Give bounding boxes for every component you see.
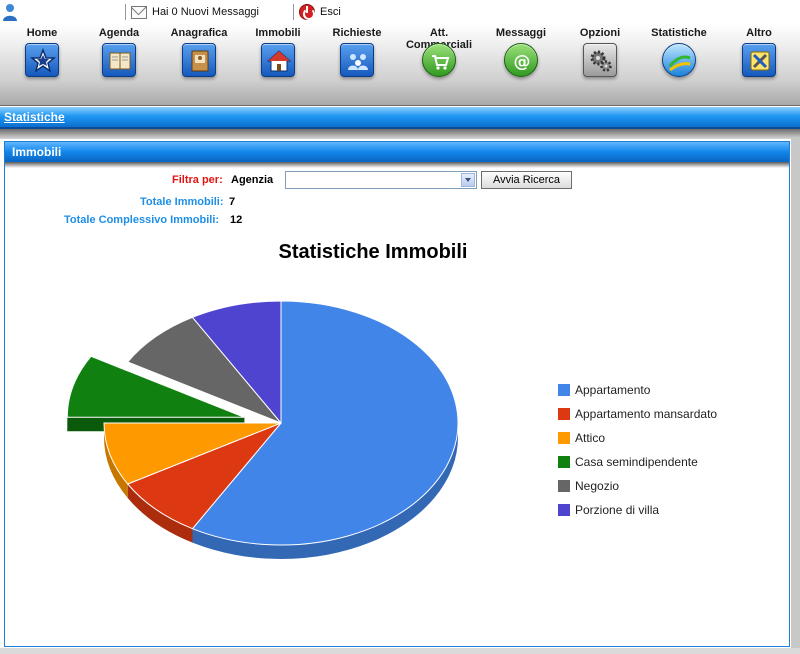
panel-header: Immobili <box>5 142 789 162</box>
user-icon <box>3 4 17 21</box>
nav-item-messaggi[interactable]: Messaggi @ <box>484 27 558 77</box>
chart-title: Statistiche Immobili <box>278 241 468 263</box>
nav-item-statistiche[interactable]: Statistiche <box>642 27 716 77</box>
logout-link[interactable]: Esci <box>299 4 341 20</box>
top-bar: Hai 0 Nuovi Messaggi Esci <box>0 0 800 24</box>
requests-people-icon <box>340 43 374 77</box>
legend-label: Appartamento mansardato <box>575 407 718 421</box>
cart-icon <box>422 43 456 77</box>
home-star-icon <box>25 43 59 77</box>
envelope-icon <box>131 5 147 19</box>
at-mail-icon: @ <box>504 43 538 77</box>
divider <box>0 129 800 139</box>
legend-item: Porzione di villa <box>558 498 717 522</box>
main-nav: Home Agenda Anagrafica Immobili Richiest… <box>0 24 800 106</box>
legend-swatch <box>558 432 570 444</box>
legend-label: Casa semindipendente <box>575 455 698 469</box>
logout-text: Esci <box>320 6 341 18</box>
stats-icon <box>662 43 696 77</box>
section-header: Statistiche <box>0 107 800 129</box>
tools-icon <box>742 43 776 77</box>
nav-label: Statistiche <box>651 27 707 39</box>
nav-item-anagrafica[interactable]: Anagrafica <box>162 27 236 77</box>
legend-swatch <box>558 408 570 420</box>
legend-item: Appartamento mansardato <box>558 402 717 426</box>
nav-label: Opzioni <box>579 27 621 39</box>
nav-label: Messaggi <box>495 27 547 39</box>
house-icon <box>261 43 295 77</box>
nav-label: Immobili <box>255 27 301 39</box>
legend-item: Appartamento <box>558 378 717 402</box>
messages-text: Hai 0 Nuovi Messaggi <box>152 6 259 18</box>
legend-label: Porzione di villa <box>575 503 660 517</box>
pie-slice[interactable] <box>191 300 459 546</box>
page-edge <box>791 137 800 654</box>
section-title-link[interactable]: Statistiche <box>4 110 65 124</box>
nav-item-home[interactable]: Home <box>5 27 79 77</box>
pie-chart <box>66 300 459 559</box>
legend-swatch <box>558 504 570 516</box>
nav-label: Altro <box>746 27 772 39</box>
pie-slice-side <box>192 423 458 559</box>
gears-icon <box>583 43 617 77</box>
svg-text:@: @ <box>514 52 531 72</box>
legend-swatch <box>558 480 570 492</box>
totale-complessivo-value: 12 <box>230 214 243 226</box>
agenzia-select[interactable] <box>285 171 477 189</box>
panel-header-shadow <box>5 162 789 168</box>
legend-label: Appartamento <box>575 383 651 397</box>
avvia-ricerca-button[interactable]: Avvia Ricerca <box>481 171 572 189</box>
legend-swatch <box>558 384 570 396</box>
nav-item-opzioni[interactable]: Opzioni <box>563 27 637 77</box>
legend-item: Attico <box>558 426 717 450</box>
pie-slice[interactable] <box>66 355 245 418</box>
nav-label: Home <box>26 27 58 39</box>
separator <box>293 4 294 20</box>
pie-slice[interactable] <box>191 300 282 425</box>
separator <box>125 4 126 20</box>
pie-slice[interactable] <box>126 422 282 530</box>
page-edge <box>0 648 800 654</box>
nav-label: Att. Commerciali <box>406 27 472 51</box>
legend-label: Attico <box>575 431 606 445</box>
pie-slice-side <box>127 484 193 543</box>
legend-swatch <box>558 456 570 468</box>
nav-label: Richieste <box>332 27 382 39</box>
chevron-down-icon[interactable] <box>461 173 475 187</box>
nav-item-immobili[interactable]: Immobili <box>241 27 315 77</box>
agenda-book-icon <box>102 43 136 77</box>
totale-immobili-label: Totale Immobili: <box>140 196 224 208</box>
power-icon <box>299 4 315 20</box>
nav-item-agenda[interactable]: Agenda <box>82 27 156 77</box>
chart-legend: Appartamento Appartamento mansardato Attic… <box>558 378 717 522</box>
pie-slice-side <box>104 423 128 498</box>
totale-complessivo-label: Totale Complessivo Immobili: <box>64 214 220 226</box>
nav-label: Agenda <box>98 27 140 39</box>
nav-item-att-commerciali[interactable]: Att. Commerciali <box>402 27 476 77</box>
legend-label: Negozio <box>575 479 620 493</box>
nav-item-altro[interactable]: Altro <box>722 27 796 77</box>
pie-slice[interactable] <box>126 316 282 424</box>
filter-label: Filtra per: <box>172 174 223 186</box>
legend-item: Negozio <box>558 474 717 498</box>
legend-item: Casa semindipendente <box>558 450 717 474</box>
address-book-icon <box>182 43 216 77</box>
panel-title: Immobili <box>12 145 62 159</box>
agenzia-label: Agenzia <box>231 174 274 186</box>
nav-item-richieste[interactable]: Richieste <box>320 27 394 77</box>
nav-label: Anagrafica <box>170 27 228 39</box>
messages-link[interactable]: Hai 0 Nuovi Messaggi <box>131 4 259 20</box>
totale-immobili-value: 7 <box>229 196 236 208</box>
pie-slice[interactable] <box>103 422 282 485</box>
